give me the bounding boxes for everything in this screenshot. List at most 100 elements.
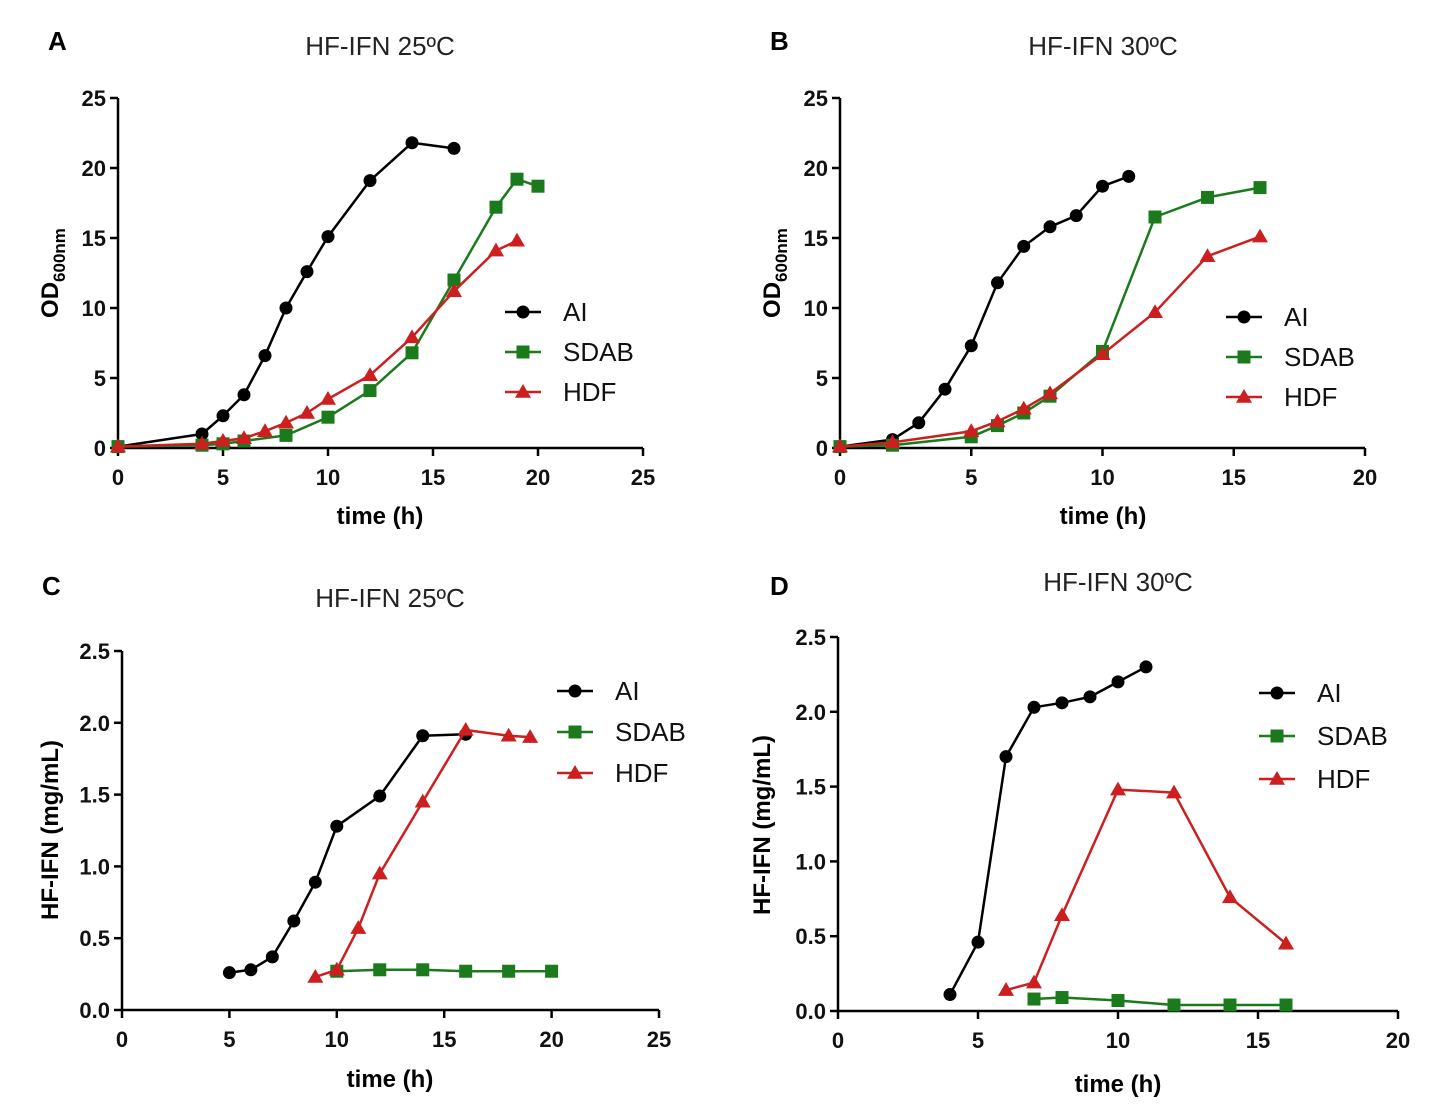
data-point-hdf bbox=[488, 242, 504, 257]
series-sdab bbox=[1027, 991, 1293, 1012]
data-point-hdf bbox=[1147, 304, 1163, 318]
data-point-sdab bbox=[1167, 998, 1181, 1012]
y-tick-label: 25 bbox=[804, 86, 828, 111]
legend-item-ai: AI bbox=[505, 297, 588, 327]
x-tick-label: 15 bbox=[1222, 465, 1246, 490]
legend-label: SDAB bbox=[1284, 342, 1355, 372]
y-tick-label: 2.0 bbox=[795, 700, 826, 725]
data-point-ai bbox=[999, 750, 1013, 764]
legend-label: HDF bbox=[1284, 382, 1337, 412]
series-line-ai bbox=[117, 141, 455, 448]
data-point-sdab bbox=[416, 963, 430, 977]
legend-item-hdf: HDF bbox=[1226, 382, 1337, 412]
y-tick-label: 20 bbox=[804, 156, 828, 181]
series-hdf bbox=[110, 232, 525, 453]
y-tick-label: 25 bbox=[82, 86, 106, 111]
legend-label: SDAB bbox=[563, 337, 634, 367]
series-ai bbox=[833, 169, 1136, 454]
x-tick-label: 10 bbox=[316, 465, 340, 490]
y-axis-label-subscript: 600nm bbox=[772, 228, 791, 282]
y-tick-label: 15 bbox=[82, 226, 106, 251]
y-tick-label: 1.0 bbox=[79, 854, 110, 879]
series-line-sdab bbox=[839, 186, 1261, 448]
series-sdab bbox=[330, 963, 559, 978]
y-tick-label: 1.5 bbox=[795, 775, 826, 800]
data-point-sdab bbox=[1148, 210, 1162, 224]
series-ai bbox=[943, 660, 1153, 1002]
series-ai bbox=[222, 727, 473, 980]
panel-a: A HF-IFN 25ºC 0 5 10 15 20 25 0 5 10 15 20 25 time (… bbox=[37, 26, 655, 530]
data-point-hdf bbox=[1252, 228, 1268, 243]
series-line-ai bbox=[229, 733, 466, 974]
data-point-ai bbox=[330, 819, 344, 833]
y-tick-label: 0.5 bbox=[79, 926, 110, 951]
y-tick-label: 20 bbox=[82, 156, 106, 181]
data-point-ai bbox=[244, 963, 258, 977]
data-point-hdf bbox=[414, 793, 431, 808]
x-tick-label: 15 bbox=[432, 1027, 456, 1052]
y-axis-label: HF-IFN (mg/mL) bbox=[749, 735, 776, 915]
data-point-sdab bbox=[502, 964, 516, 978]
series-ai bbox=[111, 136, 461, 454]
legend-label: HDF bbox=[1317, 764, 1370, 794]
x-tick-label: 15 bbox=[421, 465, 445, 490]
data-point-sdab bbox=[489, 200, 503, 214]
data-point-hdf bbox=[509, 232, 525, 247]
legend-item-ai: AI bbox=[1259, 678, 1342, 708]
series-line-sdab bbox=[336, 968, 552, 973]
data-point-ai bbox=[447, 141, 461, 155]
y-tick-label: 5 bbox=[94, 366, 106, 391]
legend-label: SDAB bbox=[615, 717, 686, 747]
data-point-ai bbox=[279, 301, 293, 315]
data-point-hdf bbox=[1054, 907, 1070, 922]
data-point-sdab bbox=[1055, 991, 1069, 1005]
y-tick-label: 0.0 bbox=[79, 998, 110, 1023]
legend-label: HDF bbox=[615, 758, 668, 788]
x-tick-label: 5 bbox=[217, 465, 229, 490]
x-tick-label: 15 bbox=[1246, 1028, 1270, 1053]
data-point-ai bbox=[912, 416, 926, 430]
data-point-ai bbox=[405, 136, 419, 150]
series-hdf bbox=[832, 228, 1268, 453]
data-point-sdab bbox=[1201, 190, 1214, 204]
data-point-hdf bbox=[1026, 974, 1042, 989]
legend-item-hdf: HDF bbox=[1259, 764, 1370, 794]
series-sdab bbox=[111, 172, 545, 454]
legend: AI SDAB HDF bbox=[1226, 302, 1355, 412]
series-hdf bbox=[998, 781, 1294, 996]
y-tick-label: 0 bbox=[816, 436, 828, 461]
legend: AI SDAB HDF bbox=[505, 297, 634, 407]
x-tick-label: 0 bbox=[112, 465, 124, 490]
x-tick-label: 0 bbox=[116, 1027, 128, 1052]
data-point-ai bbox=[222, 966, 236, 980]
data-point-ai bbox=[195, 427, 209, 441]
legend-item-ai: AI bbox=[557, 676, 640, 706]
panel-c: C HF-IFN 25ºC 0 5 10 15 20 25 0.0 0.5 1.0 1.5 2.0 2… bbox=[37, 571, 686, 1093]
data-point-sdab bbox=[363, 384, 377, 398]
x-axis-label: time (h) bbox=[347, 1066, 434, 1093]
data-point-hdf bbox=[362, 367, 378, 381]
y-tick-label: 0.5 bbox=[795, 924, 826, 949]
data-point-hdf bbox=[884, 434, 901, 449]
panel-b: B HF-IFN 30ºC 0 5 10 15 20 0 5 10 15 20 25 time (h)… bbox=[759, 26, 1377, 530]
legend-marker-ai bbox=[568, 684, 582, 698]
series-hdf bbox=[307, 721, 539, 983]
data-point-hdf bbox=[1094, 346, 1111, 360]
data-point-sdab bbox=[1253, 181, 1267, 195]
x-tick-label: 0 bbox=[834, 465, 846, 490]
data-point-hdf bbox=[522, 729, 539, 743]
legend-item-ai: AI bbox=[1226, 302, 1309, 332]
data-point-sdab bbox=[531, 179, 545, 193]
data-point-ai bbox=[1122, 169, 1136, 183]
series-line-hdf bbox=[1005, 788, 1287, 992]
x-axis-label: time (h) bbox=[1075, 1071, 1162, 1098]
data-point-hdf bbox=[1166, 784, 1182, 799]
data-point-ai bbox=[237, 388, 251, 402]
data-point-sdab bbox=[1223, 998, 1237, 1012]
data-point-sdab bbox=[1111, 994, 1125, 1008]
data-point-ai bbox=[1043, 220, 1057, 234]
x-axis-label: time (h) bbox=[337, 503, 424, 530]
y-tick-label: 0 bbox=[94, 436, 106, 461]
data-point-sdab bbox=[321, 410, 335, 424]
